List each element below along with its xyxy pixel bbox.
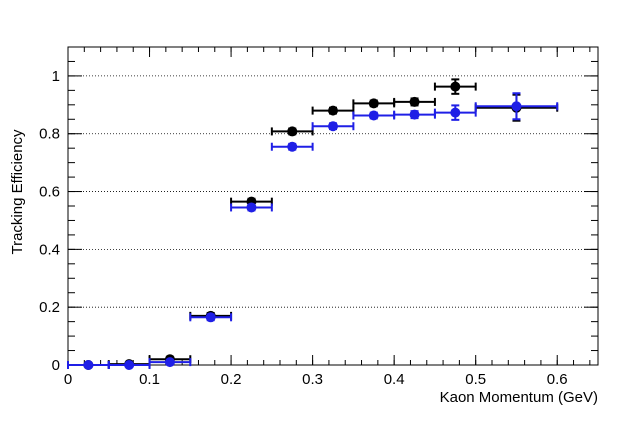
data-point-series-1 [393, 109, 436, 120]
y-tick-label: 0 [52, 357, 60, 374]
marker [368, 110, 379, 121]
data-point-series-1 [107, 360, 151, 370]
marker [368, 98, 379, 109]
data-point-series-1 [352, 110, 396, 121]
x-tick-label: 0.1 [139, 371, 160, 388]
data-point-series-0 [433, 78, 477, 95]
x-tick-label: 0 [64, 371, 72, 388]
marker [409, 109, 420, 120]
x-tick-label: 0.5 [465, 371, 486, 388]
x-tick-label: 0.4 [384, 371, 405, 388]
x-tick-label: 0.2 [221, 371, 242, 388]
x-axis-title: Kaon Momentum (GeV) [440, 389, 598, 406]
y-tick-label: 0.8 [39, 126, 60, 143]
marker [450, 81, 461, 92]
marker [287, 141, 298, 152]
data-point-series-1 [433, 104, 477, 121]
marker [205, 312, 216, 323]
marker [328, 121, 338, 132]
data-point-series-1 [148, 357, 192, 368]
y-tick-label: 0.4 [39, 241, 60, 258]
y-tick-label: 0.2 [39, 299, 60, 316]
y-tick-label: 1 [52, 68, 60, 85]
data-point-series-1 [67, 360, 110, 370]
data-point-series-1 [311, 121, 355, 132]
data-point-series-0 [352, 98, 396, 109]
x-tick-label: 0.6 [547, 371, 568, 388]
marker [164, 357, 175, 368]
marker [287, 126, 298, 137]
marker [246, 202, 257, 213]
marker [328, 105, 338, 116]
grid-lines [68, 75, 598, 308]
marker [511, 101, 522, 112]
data-point-series-0 [270, 126, 314, 137]
data-point-series-1 [270, 141, 314, 152]
data-point-series-1 [474, 92, 559, 121]
data-points [67, 78, 559, 370]
marker [409, 96, 420, 107]
marker [450, 107, 461, 118]
marker [83, 360, 94, 370]
data-point-series-0 [393, 96, 436, 107]
data-point-series-1 [230, 202, 273, 213]
data-point-series-1 [189, 312, 233, 323]
tick-labels: 0 0.2 0.4 0.6 0.8 1 0 0.1 0.2 0.3 0.4 0.5 0.6 [39, 68, 568, 388]
y-axis-title: Tracking Efficiency [9, 129, 26, 255]
x-tick-label: 0.3 [302, 371, 323, 388]
y-tick-label: 0.6 [39, 184, 60, 201]
data-point-series-0 [311, 105, 355, 116]
marker [124, 360, 135, 370]
